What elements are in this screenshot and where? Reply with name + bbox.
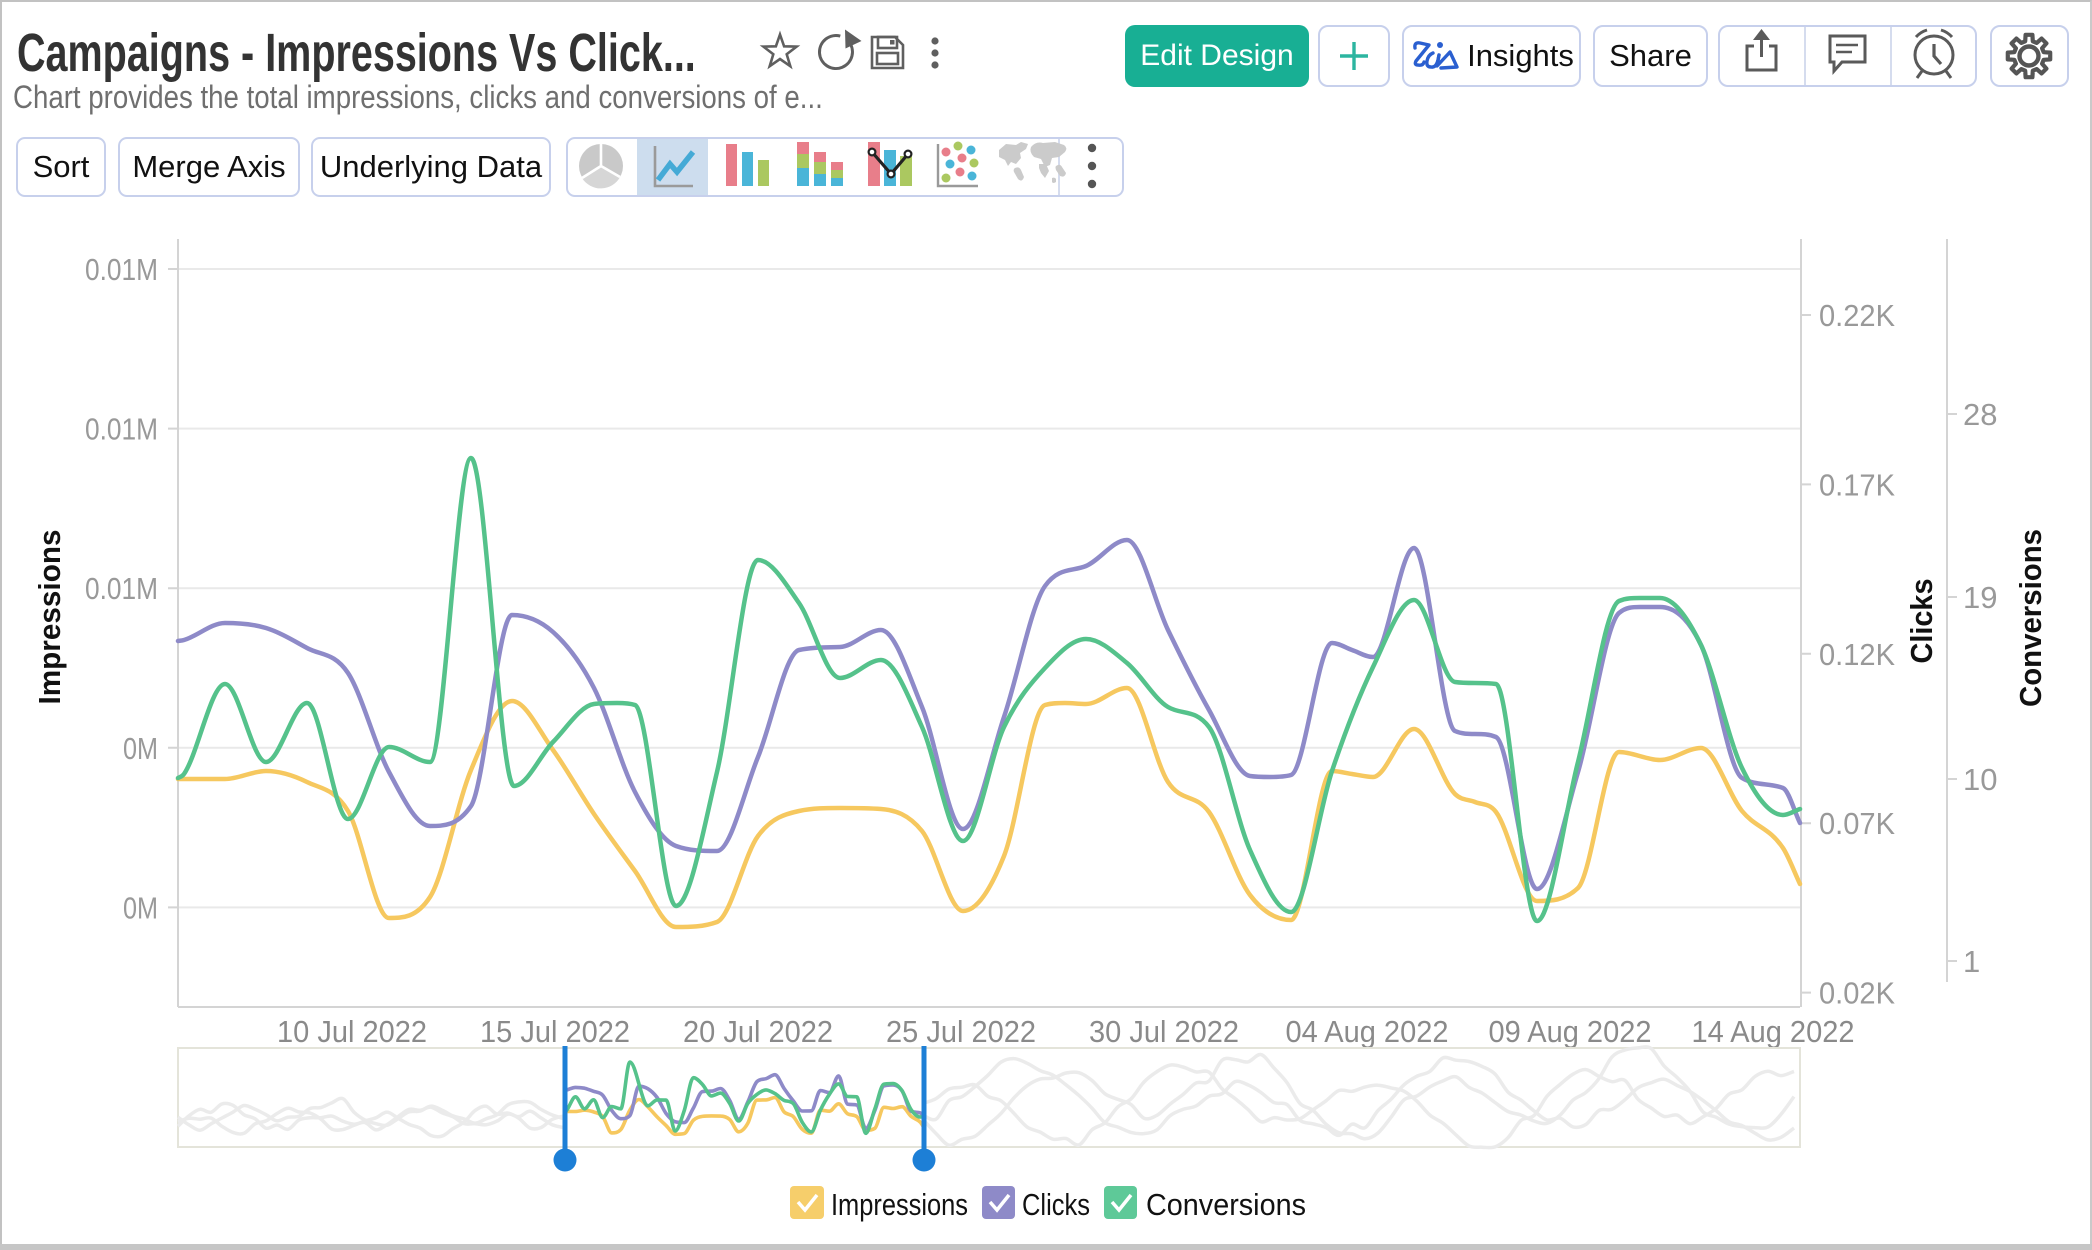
svg-text:04 Aug 2022: 04 Aug 2022: [1286, 1014, 1449, 1049]
svg-text:28: 28: [1963, 397, 1997, 432]
svg-text:09 Aug 2022: 09 Aug 2022: [1489, 1014, 1652, 1049]
svg-text:0.07K: 0.07K: [1819, 806, 1895, 841]
svg-text:20 Jul 2022: 20 Jul 2022: [683, 1014, 833, 1049]
svg-text:0.02K: 0.02K: [1819, 976, 1895, 1011]
svg-text:0.01M: 0.01M: [85, 412, 158, 447]
svg-text:0M: 0M: [123, 890, 158, 925]
svg-text:Impressions: Impressions: [831, 1187, 968, 1222]
svg-text:0M: 0M: [123, 731, 158, 766]
svg-text:Conversions: Conversions: [2013, 529, 2048, 707]
svg-text:0.01M: 0.01M: [85, 571, 158, 606]
svg-text:0.17K: 0.17K: [1819, 467, 1895, 502]
svg-text:25 Jul 2022: 25 Jul 2022: [886, 1014, 1036, 1049]
svg-text:10: 10: [1963, 762, 1997, 797]
svg-text:Clicks: Clicks: [1904, 579, 1939, 664]
svg-text:15 Jul 2022: 15 Jul 2022: [480, 1014, 630, 1049]
svg-text:Conversions: Conversions: [1146, 1187, 1306, 1222]
svg-text:0.22K: 0.22K: [1819, 298, 1895, 333]
svg-text:14 Aug 2022: 14 Aug 2022: [1692, 1014, 1855, 1049]
svg-text:0.01M: 0.01M: [85, 252, 158, 287]
svg-text:30 Jul 2022: 30 Jul 2022: [1089, 1014, 1239, 1049]
svg-text:0.12K: 0.12K: [1819, 637, 1895, 672]
svg-text:Impressions: Impressions: [32, 530, 67, 705]
svg-text:1: 1: [1963, 944, 1980, 979]
svg-text:10 Jul 2022: 10 Jul 2022: [277, 1014, 427, 1049]
svg-text:Clicks: Clicks: [1022, 1187, 1090, 1222]
svg-text:19: 19: [1963, 580, 1997, 615]
